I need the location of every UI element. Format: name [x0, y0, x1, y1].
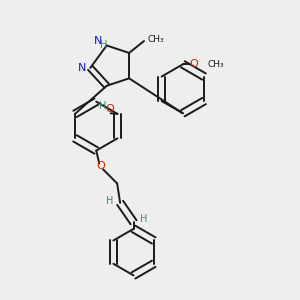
- Text: H: H: [100, 40, 107, 50]
- Text: O: O: [96, 160, 105, 170]
- Text: N: N: [78, 63, 86, 73]
- Text: O: O: [106, 104, 114, 114]
- Text: O: O: [189, 59, 198, 69]
- Text: H: H: [99, 100, 106, 110]
- Text: H: H: [106, 196, 113, 206]
- Text: N: N: [94, 36, 103, 46]
- Text: CH₃: CH₃: [208, 60, 225, 69]
- Text: CH₃: CH₃: [148, 35, 164, 44]
- Text: H: H: [140, 214, 148, 224]
